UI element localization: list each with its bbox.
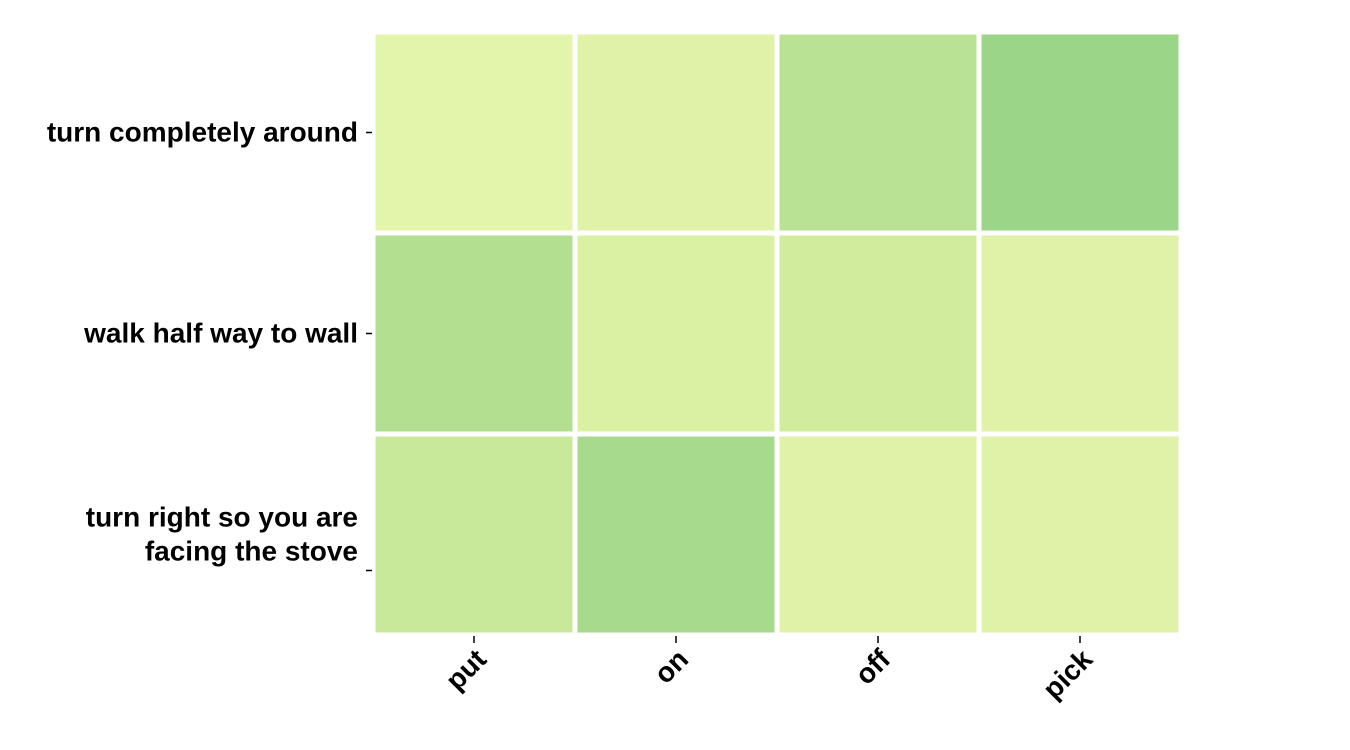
y-axis: turn completely around walk half way to w… — [47, 117, 372, 572]
y-tick-label: walk half way to wall — [83, 318, 358, 349]
x-tick-label: on — [648, 643, 694, 689]
heatmap-cell-turn-completely-around-off — [779, 34, 977, 231]
y-tick-label-line: facing the stove — [145, 536, 358, 567]
heatmap-cell-walk-half-way-to-wall-on — [577, 235, 775, 432]
y-tick-label: turn right so you are facing the stove — [86, 502, 358, 567]
heatmap-cell-turn-right-so-you-are-facing-the-stove-on — [577, 436, 775, 633]
heatmap-cell-turn-completely-around-pick — [981, 34, 1179, 231]
heatmap-cells — [375, 34, 1179, 633]
x-tick-label: put — [440, 643, 493, 696]
heatmap-cell-turn-right-so-you-are-facing-the-stove-put — [375, 436, 573, 633]
heatmap-cell-turn-right-so-you-are-facing-the-stove-pick — [981, 436, 1179, 633]
heatmap-cell-turn-right-so-you-are-facing-the-stove-off — [779, 436, 977, 633]
x-tick-label: pick — [1037, 643, 1099, 705]
x-tick-label: off — [849, 643, 897, 691]
y-tick-label-line: turn completely around — [47, 117, 358, 148]
heatmap-cell-walk-half-way-to-wall-pick — [981, 235, 1179, 432]
y-tick-label-line: turn right so you are — [86, 502, 358, 533]
heatmap-cell-turn-completely-around-on — [577, 34, 775, 231]
y-tick-label: turn completely around — [47, 117, 358, 148]
heatmap-cell-walk-half-way-to-wall-off — [779, 235, 977, 432]
heatmap-cell-turn-completely-around-put — [375, 34, 573, 231]
x-axis: put on off pick — [440, 636, 1099, 705]
heatmap-cell-walk-half-way-to-wall-put — [375, 235, 573, 432]
y-tick-label-line: walk half way to wall — [83, 318, 358, 349]
